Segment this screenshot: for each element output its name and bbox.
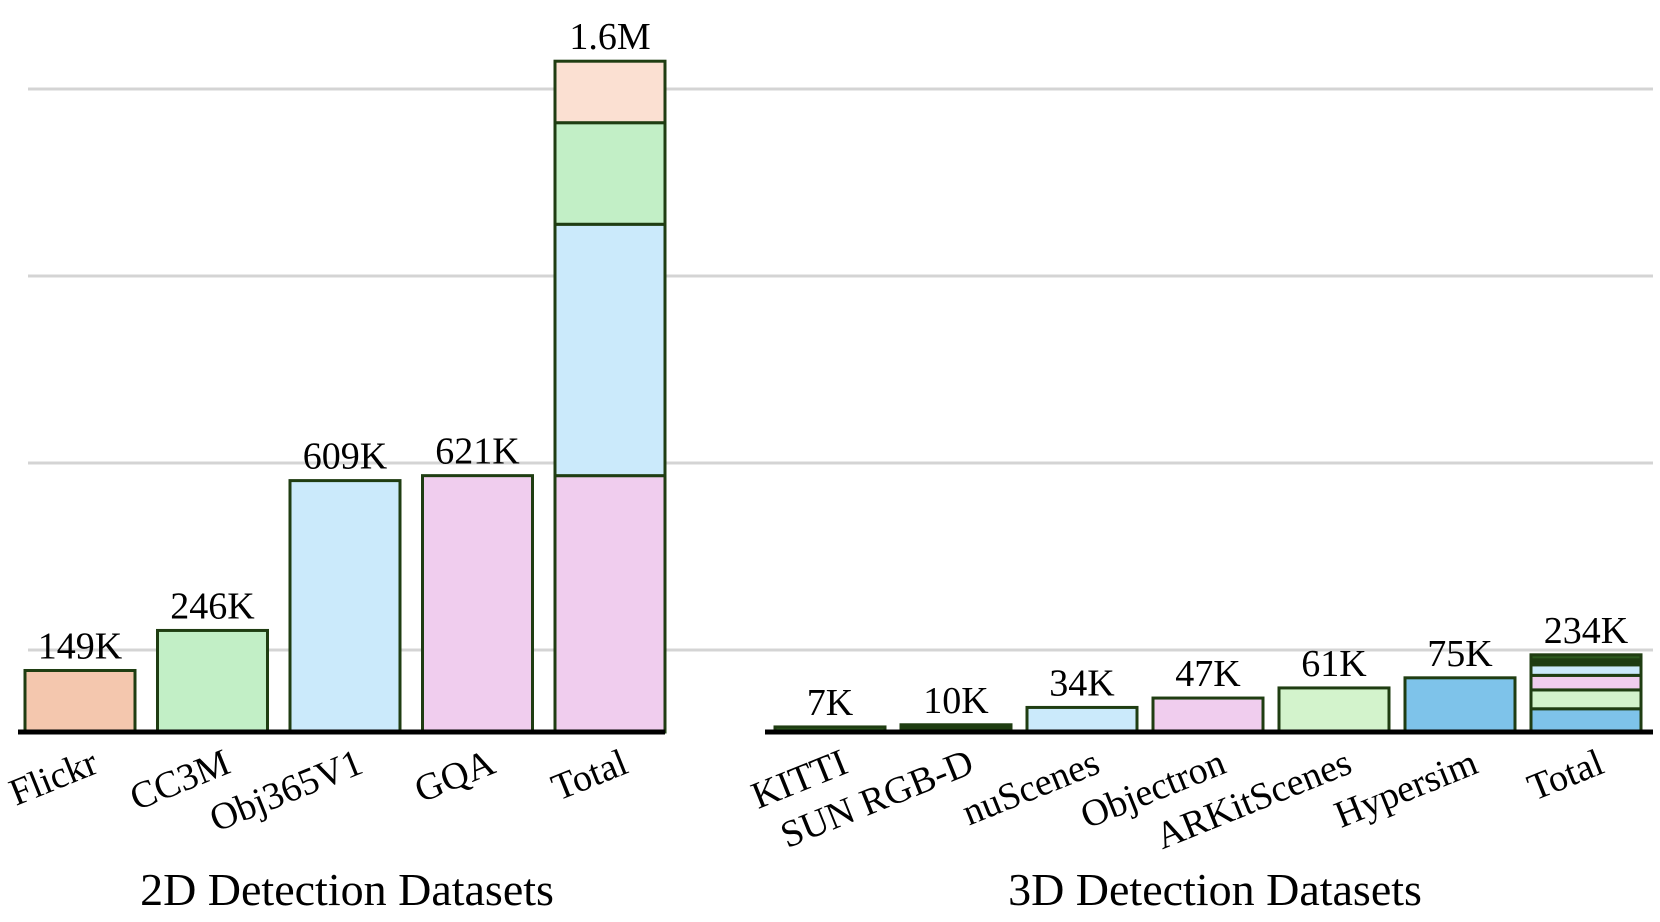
2d-gqa-value-label: 621K [435,431,520,473]
2d-cc3m-bar [156,628,269,734]
3d-total-value-label: 234K [1544,610,1629,652]
2d-flickr-value-label: 149K [38,625,123,667]
2d-total-segment-cc3m [553,121,667,226]
3d-total-segment-kitti [1529,653,1643,662]
2d-gqa-tick-label: GQA [409,741,502,811]
3d-total-segment-nuscenes [1529,663,1643,677]
3d-arkitscenes-value-label: 61K [1301,643,1367,685]
2d-total-segment-obj365v1 [553,222,667,478]
3d-total-segment-hypersim [1529,707,1643,734]
3d-total-segment-arkitscenes [1529,688,1643,711]
2d-flickr-tick-label: Flickr [3,741,103,814]
2d-obj365v1-value-label: 609K [303,436,388,478]
3d-kitti-value-label: 7K [807,682,854,724]
2d-xlabel: 2D Detection Datasets [140,864,554,915]
2d-total-segment-flickr [553,59,667,125]
3d-total-tick-label: Total [1522,741,1610,809]
2d-obj365v1-tick-label: Obj365V1 [204,741,369,840]
3d-sun-rgb-d-value-label: 10K [923,680,989,722]
3d-hypersim-tick-label: Hypersim [1329,741,1484,836]
3d-total-segment-objectron [1529,673,1643,692]
2d-gqa-bar [421,474,534,734]
3d-objectron-bar [1151,696,1265,734]
2d-total-segment-gqa [553,474,667,734]
2d-total-tick-label: Total [546,741,634,809]
2d-cc3m-value-label: 246K [170,585,255,627]
3d-hypersim-value-label: 75K [1427,633,1493,675]
3d-arkitscenes-bar [1277,686,1391,734]
2d-flickr-bar [23,668,137,734]
2d-total-value-label: 1.6M [569,16,650,58]
3d-hypersim-bar [1403,676,1517,734]
3d-objectron-value-label: 47K [1175,653,1241,695]
3d-xlabel: 3D Detection Datasets [1008,864,1422,915]
2d-obj365v1-bar [288,479,402,734]
3d-nuscenes-value-label: 34K [1049,662,1115,704]
3d-nuscenes-bar [1025,705,1139,734]
